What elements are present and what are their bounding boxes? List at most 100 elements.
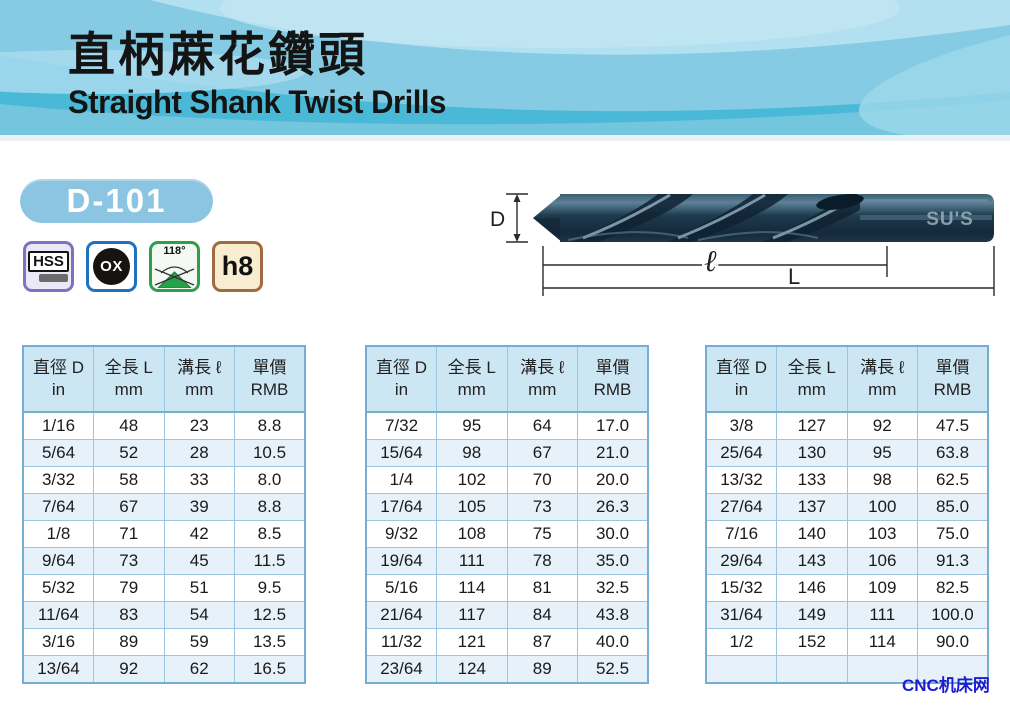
table-cell: 11/64 [22, 601, 94, 629]
table-cell: 23/64 [365, 655, 437, 684]
table-cell: 78 [506, 547, 578, 575]
table-cell: 43.8 [577, 601, 649, 629]
table-cell: 58 [93, 466, 165, 494]
table-cell: 3/16 [22, 628, 94, 656]
drill-flutes [567, 194, 860, 242]
table-cell: 5/64 [22, 439, 94, 467]
ox-label: OX [93, 248, 130, 285]
table-cell [917, 655, 989, 684]
table-row: 31/64 149 111 100.0 [705, 601, 989, 629]
table-cell: 29/64 [705, 547, 777, 575]
brand-marking: SU'S [926, 209, 974, 230]
table-cell: 75 [506, 520, 578, 548]
col-header-price: 單價 RMB [917, 345, 989, 413]
drill-diagram: SU'S D ℓ L [490, 193, 995, 296]
table-cell: 25/64 [705, 439, 777, 467]
table-row: 19/64 111 78 35.0 [365, 547, 649, 575]
table-cell: 100 [846, 493, 918, 521]
table-cell: 67 [506, 439, 578, 467]
table-cell: 54 [163, 601, 235, 629]
table-row [705, 655, 989, 684]
table-row: 5/16 114 81 32.5 [365, 574, 649, 602]
spec-icons-row: HSS OX 118° h8 [23, 241, 263, 292]
table-cell: 85.0 [917, 493, 989, 521]
table-cell: 40.0 [577, 628, 649, 656]
banner-divider [0, 135, 1010, 141]
col-header-price: 單價 RMB [234, 345, 306, 413]
table-row: 5/32 79 51 9.5 [22, 574, 306, 602]
table-cell: 121 [436, 628, 508, 656]
table-cell: 19/64 [365, 547, 437, 575]
table-cell: 16.5 [234, 655, 306, 684]
table-row: 7/64 67 39 8.8 [22, 493, 306, 521]
table-cell: 95 [436, 411, 508, 440]
table-cell: 100.0 [917, 601, 989, 629]
table-cell: 1/4 [365, 466, 437, 494]
hss-label: HSS [28, 251, 69, 272]
table-cell: 7/16 [705, 520, 777, 548]
table-cell: 7/32 [365, 411, 437, 440]
table-row: 9/32 108 75 30.0 [365, 520, 649, 548]
table-cell: 127 [776, 411, 848, 440]
point-angle-icon: 118° [149, 241, 200, 292]
table-cell: 114 [436, 574, 508, 602]
table-cell: 13.5 [234, 628, 306, 656]
table-cell: 83 [93, 601, 165, 629]
table-row: 29/64 143 106 91.3 [705, 547, 989, 575]
table-cell: 8.8 [234, 493, 306, 521]
table-cell: 92 [93, 655, 165, 684]
table-cell: 109 [846, 574, 918, 602]
table-cell: 28 [163, 439, 235, 467]
table-row: 7/32 95 64 17.0 [365, 411, 649, 440]
table-cell [705, 655, 777, 684]
table-cell: 89 [506, 655, 578, 684]
table-row: 27/64 137 100 85.0 [705, 493, 989, 521]
table-row: 3/16 89 59 13.5 [22, 628, 306, 656]
table-cell: 92 [846, 411, 918, 440]
tolerance-label: h8 [221, 251, 254, 281]
table-cell: 73 [506, 493, 578, 521]
table-cell: 62 [163, 655, 235, 684]
table-row: 17/64 105 73 26.3 [365, 493, 649, 521]
table-cell: 105 [436, 493, 508, 521]
table-row: 3/8 127 92 47.5 [705, 411, 989, 440]
table-cell: 5/32 [22, 574, 94, 602]
tolerance-h8-icon: h8 [212, 241, 263, 292]
table-cell: 11/32 [365, 628, 437, 656]
table-cell: 52.5 [577, 655, 649, 684]
table-cell: 27/64 [705, 493, 777, 521]
table-cell: 48 [93, 411, 165, 440]
table-row: 13/32 133 98 62.5 [705, 466, 989, 494]
hss-material-icon: HSS [23, 241, 74, 292]
table-cell: 98 [846, 466, 918, 494]
site-watermark: CNC机床网 [902, 676, 990, 695]
table-cell: 91.3 [917, 547, 989, 575]
table-row: 1/16 48 23 8.8 [22, 411, 306, 440]
point-angle-value: 118° [163, 245, 186, 257]
table-cell: 1/2 [705, 628, 777, 656]
table-cell: 70 [506, 466, 578, 494]
col-header-flute-length: 溝長 ℓ mm [506, 345, 578, 413]
table-cell: 1/16 [22, 411, 94, 440]
table-row: 1/2 152 114 90.0 [705, 628, 989, 656]
table-cell: 108 [436, 520, 508, 548]
table-cell: 67 [93, 493, 165, 521]
table-cell: 5/16 [365, 574, 437, 602]
table-cell: 17/64 [365, 493, 437, 521]
table-cell: 59 [163, 628, 235, 656]
table-cell: 20.0 [577, 466, 649, 494]
table-cell: 82.5 [917, 574, 989, 602]
table-cell: 73 [93, 547, 165, 575]
table-row: 11/64 83 54 12.5 [22, 601, 306, 629]
table-cell: 63.8 [917, 439, 989, 467]
page-title-zh: 直柄蔴花鑽頭 [68, 28, 368, 81]
point-angle-drawing [154, 266, 195, 288]
table-cell: 111 [846, 601, 918, 629]
hss-bar [39, 274, 68, 282]
